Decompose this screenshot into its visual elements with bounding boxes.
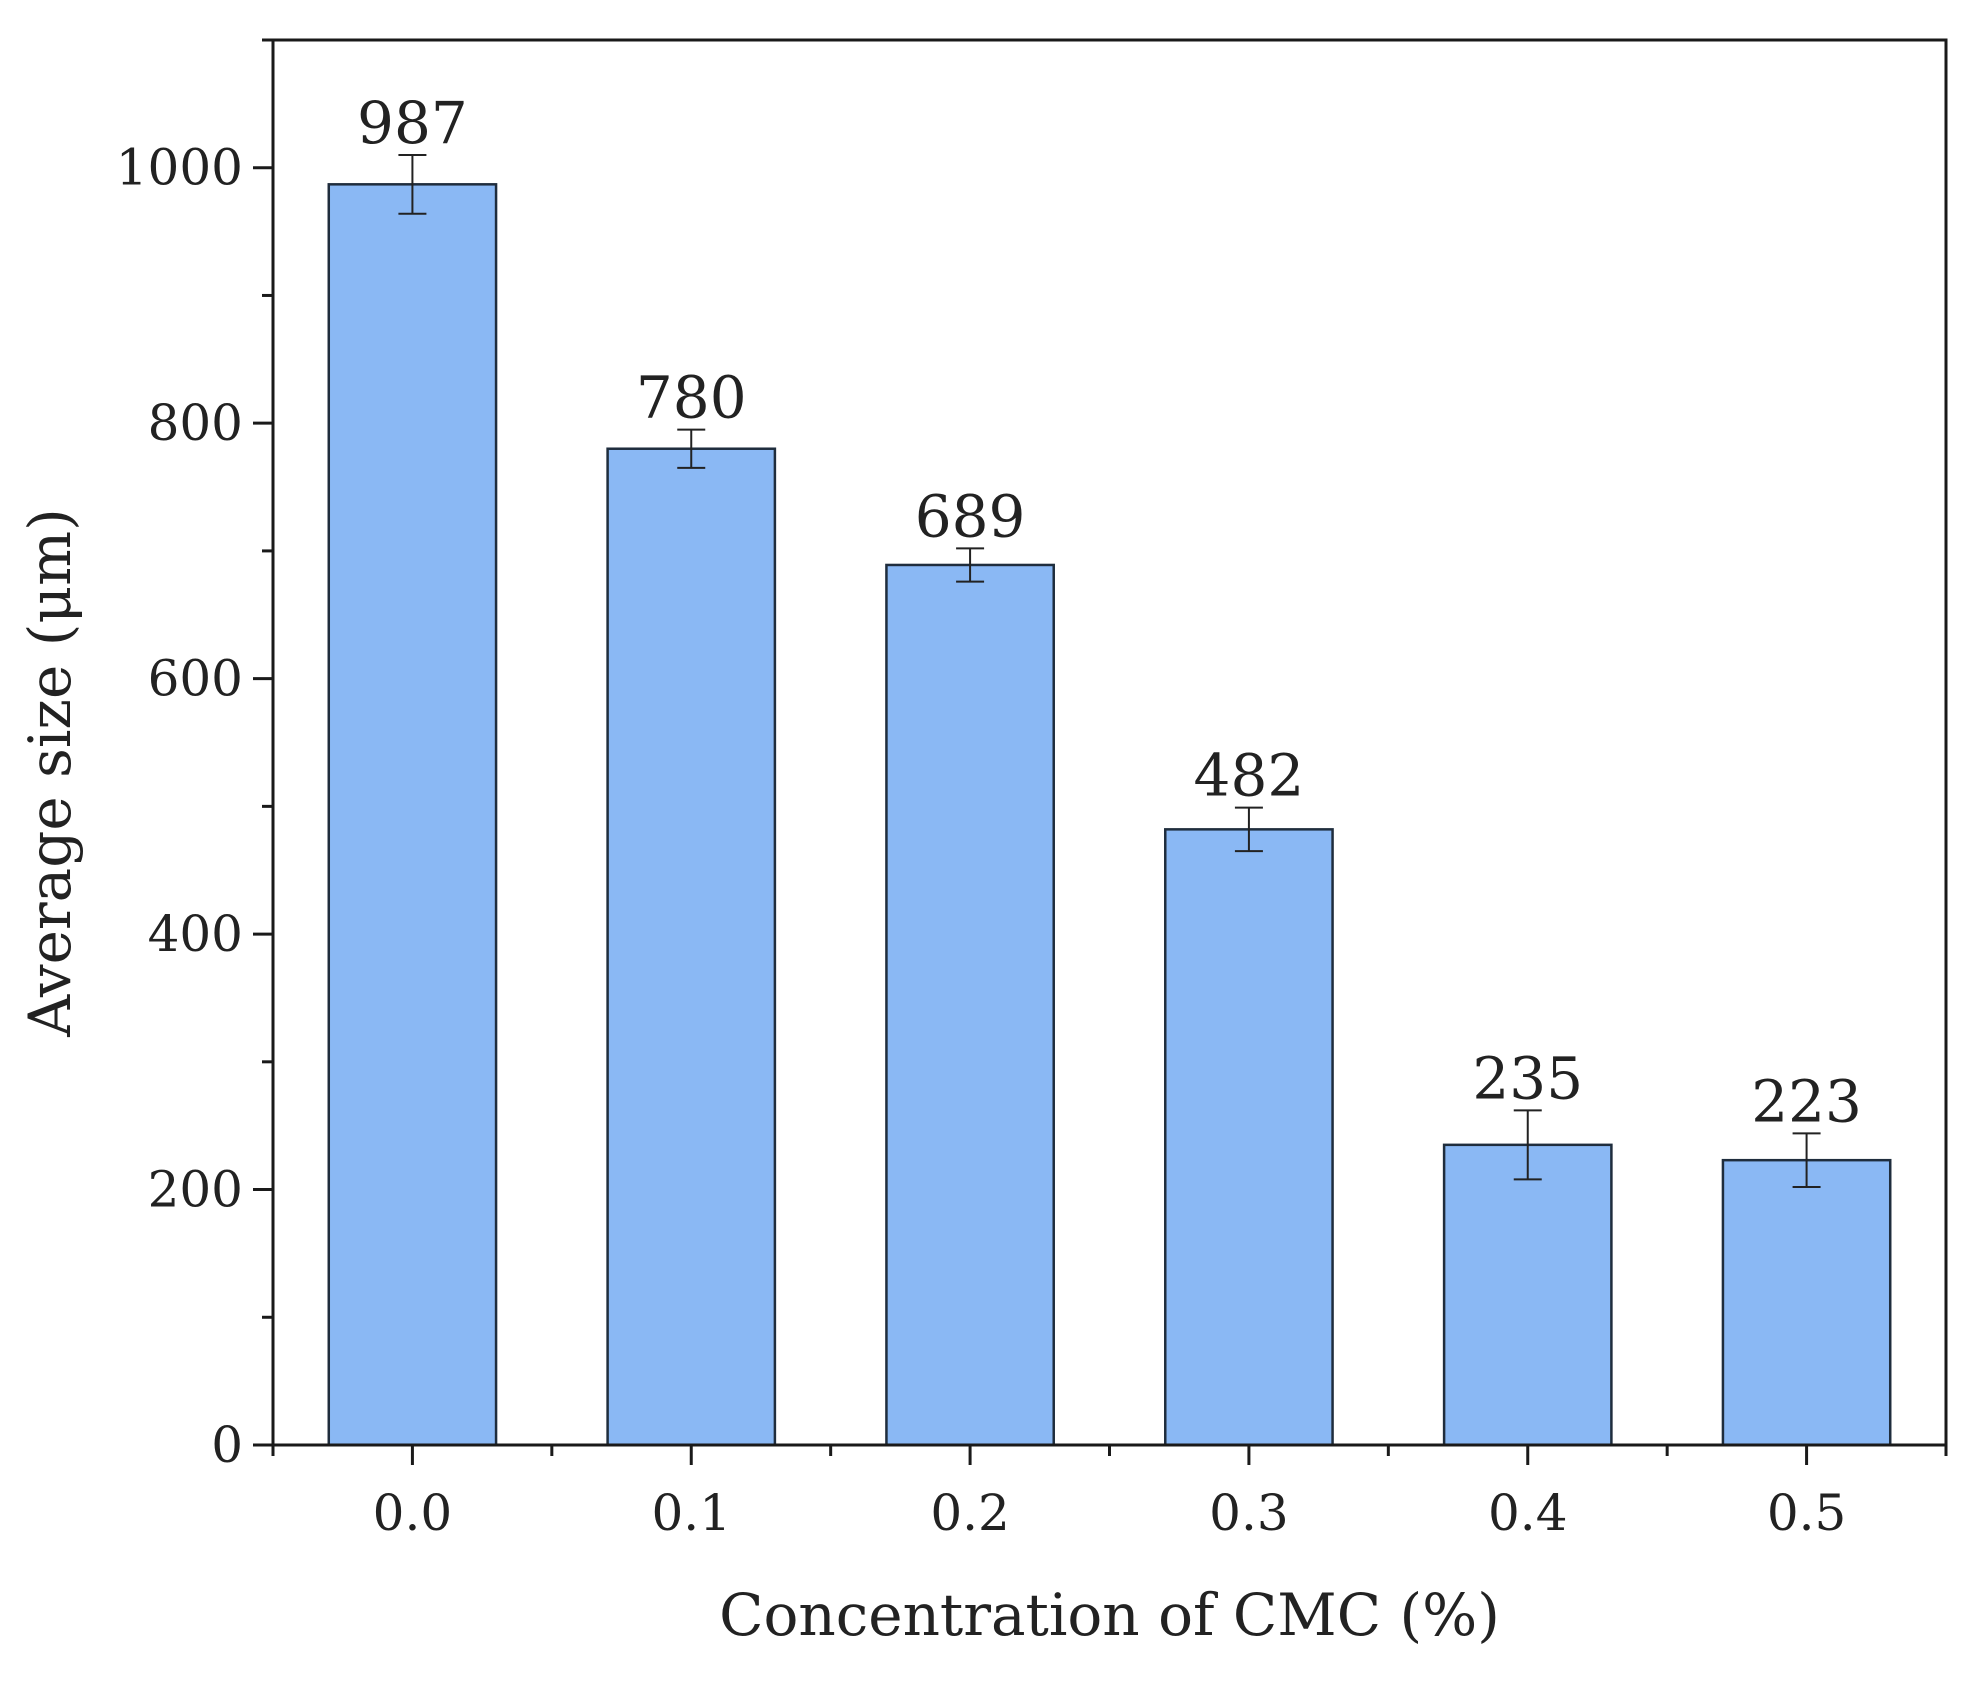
error-bar: [1513, 1109, 1542, 1181]
bar: [1442, 1143, 1613, 1447]
y-tick-label: 600: [148, 650, 243, 708]
data-label: 235: [1472, 1044, 1583, 1112]
data-label: 987: [357, 89, 468, 157]
bar: [1721, 1158, 1892, 1447]
x-tick-label: 0.0: [373, 1484, 453, 1542]
bar: [885, 563, 1055, 1447]
data-label: 689: [915, 482, 1026, 550]
error-bar: [398, 153, 427, 215]
y-axis-title: Average size (μm): [16, 508, 84, 1037]
bar: [1164, 828, 1334, 1447]
plot-frame: [271, 38, 1948, 1447]
x-axis-ticks: 0.0 0.1 0.2 0.3 0.4 0.5: [271, 1445, 1948, 1542]
bar: [606, 447, 777, 1447]
error-bar: [677, 428, 706, 469]
x-tick-label: 0.4: [1488, 1484, 1568, 1542]
y-tick-label: 800: [148, 394, 243, 452]
error-bar: [956, 547, 985, 583]
error-bar: [1792, 1132, 1821, 1188]
data-labels: 987 780 689 482 235 223: [357, 89, 1862, 1135]
x-tick-label: 0.1: [651, 1484, 731, 1542]
data-label: 780: [636, 364, 747, 432]
y-tick-label: 200: [148, 1161, 243, 1219]
data-label: 223: [1751, 1067, 1862, 1135]
x-tick-label: 0.3: [1209, 1484, 1289, 1542]
bars: [327, 183, 1892, 1447]
y-tick-label: 0: [211, 1416, 243, 1474]
error-bar: [1234, 806, 1263, 853]
data-label: 482: [1194, 742, 1305, 810]
bar: [327, 183, 498, 1447]
x-tick-label: 0.5: [1767, 1484, 1847, 1542]
y-tick-label: 400: [148, 905, 243, 963]
x-tick-label: 0.2: [930, 1484, 1010, 1542]
y-tick-label: 1000: [116, 139, 243, 197]
x-axis-title: Concentration of CMC (%): [719, 1581, 1500, 1649]
error-bars: [398, 153, 1821, 1188]
y-axis-ticks: 0 200 400 600 800 1000: [116, 38, 273, 1474]
